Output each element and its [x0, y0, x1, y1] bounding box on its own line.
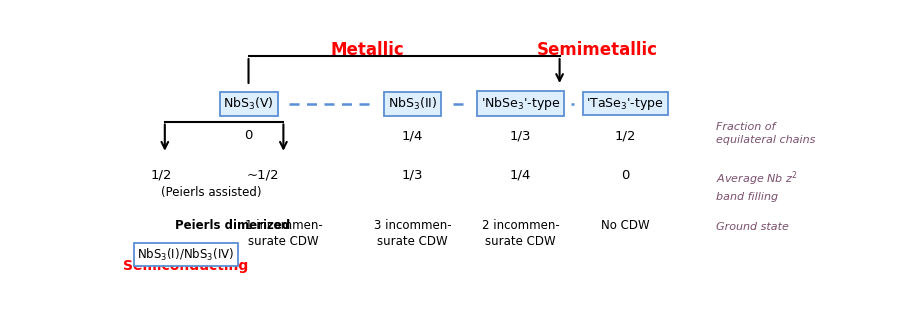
Text: 0: 0	[621, 169, 629, 182]
Text: NbS$_3$(V): NbS$_3$(V)	[223, 96, 274, 112]
Text: 1/2: 1/2	[150, 169, 172, 182]
Text: Average Nb z$^2$
band filling: Average Nb z$^2$ band filling	[716, 170, 797, 202]
Text: NbS$_3$(I)/NbS$_3$(IV): NbS$_3$(I)/NbS$_3$(IV)	[137, 247, 234, 263]
Text: 'NbSe$_3$'-type: 'NbSe$_3$'-type	[481, 95, 561, 112]
Text: 1/4: 1/4	[401, 129, 423, 142]
Text: 2 incommen-
surate CDW: 2 incommen- surate CDW	[482, 219, 560, 248]
Text: Semiconducting: Semiconducting	[123, 259, 248, 273]
Text: No CDW: No CDW	[601, 219, 650, 232]
Text: 1 incommen-
surate CDW: 1 incommen- surate CDW	[245, 219, 322, 248]
Text: 1/4: 1/4	[509, 169, 531, 182]
Text: Peierls dimerized: Peierls dimerized	[176, 219, 291, 232]
Text: 3 incommen-
surate CDW: 3 incommen- surate CDW	[374, 219, 451, 248]
Text: 1/3: 1/3	[509, 129, 531, 142]
Text: Metallic: Metallic	[330, 41, 404, 59]
Text: Fraction of
equilateral chains: Fraction of equilateral chains	[716, 122, 815, 145]
Text: (Peierls assisted): (Peierls assisted)	[161, 186, 262, 199]
Text: 1/2: 1/2	[615, 129, 636, 142]
Text: 0: 0	[244, 129, 253, 142]
Text: Ground state: Ground state	[716, 222, 788, 232]
Text: NbS$_3$(II): NbS$_3$(II)	[388, 96, 437, 112]
Text: Semimetallic: Semimetallic	[536, 41, 658, 59]
Text: 'TaSe$_3$'-type: 'TaSe$_3$'-type	[586, 96, 664, 112]
Text: ~1/2: ~1/2	[246, 169, 279, 182]
Text: 1/3: 1/3	[401, 169, 423, 182]
